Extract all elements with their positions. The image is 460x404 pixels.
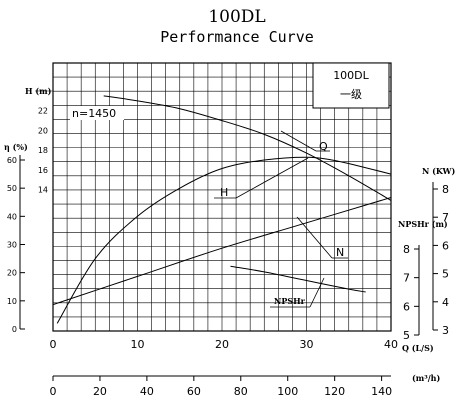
- power-tick-label: 3: [442, 324, 449, 337]
- eff-tick-label: 60: [7, 156, 17, 165]
- npsh-callout-leader: [309, 277, 325, 308]
- m3h-tick-label: 20: [93, 385, 107, 398]
- model-box-line2: 一级: [340, 88, 362, 101]
- q-tick-label: 10: [131, 338, 145, 351]
- power-axis-title: N (KW): [422, 166, 456, 176]
- n-callout-leader: [296, 216, 333, 259]
- head-tick-label: 18: [38, 146, 48, 155]
- npsh-tick-label: 7: [403, 272, 410, 285]
- npsh-tick-label: 6: [403, 300, 410, 313]
- npsh-tick-label: 5: [403, 329, 410, 342]
- m3h-axis-title: (m³/h): [412, 373, 440, 383]
- power-tick-label: 8: [442, 183, 449, 196]
- head-tick-label: 14: [38, 186, 48, 195]
- eff-tick-label: 10: [7, 297, 17, 306]
- m3h-tick-label: 0: [50, 385, 57, 398]
- npsh-tick-label: 8: [403, 243, 410, 256]
- q-tick-label: 40: [384, 338, 398, 351]
- head-tick-label: 20: [38, 126, 48, 135]
- eff-tick-label: 20: [7, 269, 17, 278]
- q-axis-title: Q (L/S): [402, 343, 434, 353]
- m3h-tick-label: 60: [187, 385, 201, 398]
- npsh-curve-label: NPSHr: [274, 296, 306, 306]
- eff-axis-title: η (%): [4, 142, 28, 152]
- head-tick-label: 16: [38, 166, 48, 175]
- m3h-tick-label: 120: [324, 385, 345, 398]
- eff-tick-label: 50: [7, 184, 17, 193]
- speed-label-box: [70, 106, 124, 120]
- power-tick-label: 5: [442, 268, 449, 281]
- h-callout-leader: [235, 157, 309, 199]
- model-box-line1: 100DL: [333, 69, 369, 82]
- power-tick-label: 6: [442, 239, 449, 252]
- q-curve-label: Q: [319, 140, 328, 153]
- eff-tick-label: 0: [12, 325, 17, 334]
- speed-label: n=1450: [72, 107, 116, 120]
- npsh-axis-title: NPSHr (m): [398, 219, 448, 229]
- model-box: [312, 62, 390, 109]
- m3h-tick-label: 140: [371, 385, 392, 398]
- eff-tick-label: 30: [7, 241, 17, 250]
- power-tick-label: 4: [442, 296, 449, 309]
- q-tick-label: 20: [215, 338, 229, 351]
- q-tick-label: 0: [50, 338, 57, 351]
- n-curve-label: N: [336, 246, 344, 259]
- power-tick-label: 7: [442, 211, 449, 224]
- head-tick-label: 22: [38, 107, 48, 116]
- curve-callouts: Q H N NPSHr: [214, 130, 348, 308]
- series-head-curve: [103, 95, 392, 201]
- h-curve-label: H: [220, 186, 228, 199]
- curves: [52, 95, 392, 324]
- m3h-tick-label: 100: [277, 385, 298, 398]
- eff-tick-label: 40: [7, 212, 17, 221]
- plot-grid: [52, 62, 392, 332]
- chart-title: 100DL: [208, 7, 265, 27]
- q-tick-label: 30: [300, 338, 314, 351]
- series-power-curve: [52, 197, 392, 306]
- chart-subtitle: Performance Curve: [160, 28, 314, 46]
- series-eff-curve: [56, 156, 392, 324]
- series-npsh-curve: [230, 265, 366, 293]
- q-callout-leader: [280, 130, 317, 152]
- m3h-tick-label: 80: [234, 385, 248, 398]
- m3h-tick-label: 40: [140, 385, 154, 398]
